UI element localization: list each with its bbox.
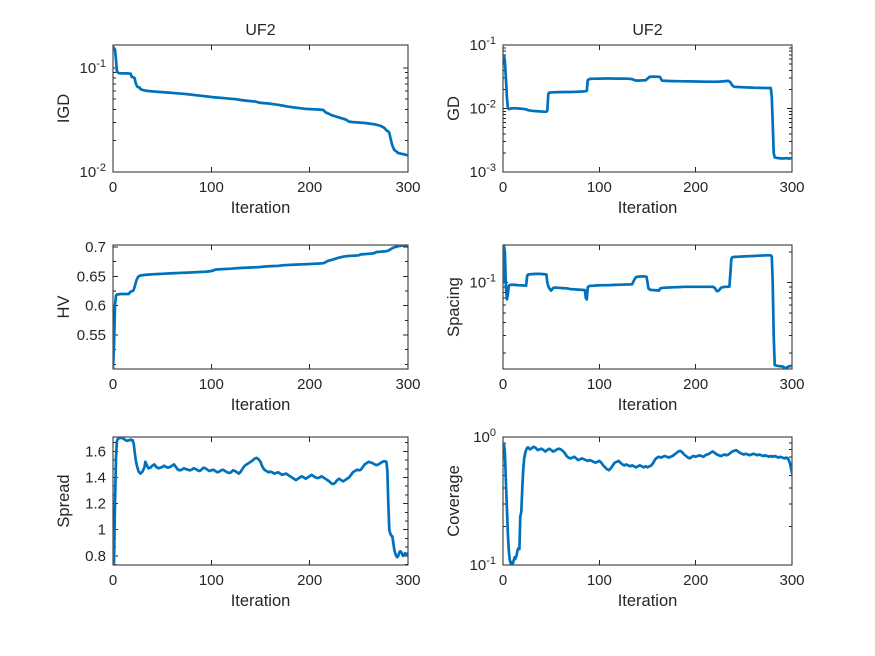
y-axis-label: Coverage	[445, 465, 463, 537]
axis-labels: 0 100 200 300 10-1 10-2 UF2 Iteration IGD	[55, 22, 421, 217]
series-line-spread	[113, 437, 408, 565]
x-tick-label: 300	[395, 572, 420, 589]
x-tick-label: 200	[297, 572, 322, 589]
y-axis-label: Spacing	[445, 277, 463, 337]
x-tick-label: 100	[199, 376, 224, 393]
axis-labels: 0 100 200 300 10-1 10-2 10-3 UF2 Iteration GD	[445, 22, 805, 217]
x-tick-label: 100	[587, 376, 612, 393]
y-tick-label: 10-1	[470, 272, 496, 291]
chart-title-igd: UF2	[245, 22, 275, 39]
x-tick-label: 200	[683, 376, 708, 393]
y-tick-label: 0.6	[85, 298, 106, 315]
x-tick-label: 300	[395, 179, 420, 196]
series-line-spacing	[503, 245, 792, 369]
chart-gd: 0 100 200 300 10-1 10-2 10-3 UF2 Iteration GD	[445, 22, 805, 217]
x-tick-label: 100	[199, 572, 224, 589]
chart-coverage: 0 100 200 300 100 10-1 Iteration Coverage	[445, 427, 805, 610]
chart-title-gd: UF2	[632, 22, 662, 39]
x-tick-label: 300	[779, 179, 804, 196]
y-tick-label: 1.6	[85, 443, 106, 460]
x-axis-label: Iteration	[618, 396, 678, 414]
x-tick-label: 0	[499, 572, 507, 589]
x-tick-label: 100	[587, 179, 612, 196]
series-line-hv	[113, 245, 408, 369]
axes-box	[502, 244, 793, 370]
y-axis-label: Spread	[55, 474, 73, 527]
chart-igd: 0 100 200 300 10-1 10-2 UF2 Iteration IGD	[55, 22, 421, 217]
axis-labels: 0 100 200 300 100 10-1 Iteration Coverage	[445, 427, 805, 610]
x-axis-label: Iteration	[231, 396, 291, 414]
x-tick-label: 300	[779, 376, 804, 393]
chart-spacing: 0 100 200 300 10-1 Iteration Spacing	[445, 244, 805, 414]
x-tick-label: 200	[683, 572, 708, 589]
y-tick-label: 0.55	[77, 327, 106, 344]
y-tick-label: 1.4	[85, 469, 106, 486]
x-tick-label: 200	[297, 179, 322, 196]
axes-box	[112, 244, 409, 370]
chart-spread: 0 100 200 300 1.6 1.4 1.2 1 0.8 Iteration Spread	[55, 436, 421, 610]
x-tick-label: 300	[779, 572, 804, 589]
y-tick-label: 0.8	[85, 548, 106, 565]
x-tick-label: 100	[587, 572, 612, 589]
y-tick-label: 10-2	[470, 99, 496, 118]
x-tick-label: 300	[395, 376, 420, 393]
x-tick-label: 0	[109, 179, 117, 196]
x-tick-label: 200	[683, 179, 708, 196]
y-tick-label: 10-1	[470, 555, 496, 574]
series-line-igd	[113, 45, 408, 157]
x-tick-label: 0	[499, 376, 507, 393]
axes-box	[112, 436, 409, 566]
x-tick-label: 200	[297, 376, 322, 393]
y-tick-label: 10-3	[470, 162, 496, 181]
y-tick-label: 0.7	[85, 239, 106, 256]
x-tick-label: 0	[109, 572, 117, 589]
y-tick-label: 10-1	[470, 35, 496, 54]
y-axis-label: GD	[445, 96, 463, 121]
y-tick-label: 10-2	[80, 162, 106, 181]
x-tick-label: 100	[199, 179, 224, 196]
axis-labels: 0 100 200 300 10-1 Iteration Spacing	[445, 272, 805, 414]
y-tick-label: 100	[473, 427, 496, 446]
y-tick-label: 10-1	[80, 58, 106, 77]
y-axis-label: HV	[55, 296, 73, 319]
y-axis-label: IGD	[55, 94, 73, 123]
axis-labels: 0 100 200 300 1.6 1.4 1.2 1 0.8 Iteration Spread	[55, 443, 421, 610]
x-axis-label: Iteration	[231, 199, 291, 217]
axes-box	[112, 44, 409, 173]
series-line-gd	[503, 54, 792, 160]
x-tick-label: 0	[109, 376, 117, 393]
x-axis-label: Iteration	[618, 592, 678, 610]
chart-hv: 0 100 200 300 0.7 0.65 0.6 0.55 Iteration HV	[55, 239, 421, 414]
x-axis-label: Iteration	[618, 199, 678, 217]
y-tick-label: 0.65	[77, 268, 106, 285]
y-tick-label: 1.2	[85, 496, 106, 513]
x-tick-label: 0	[499, 179, 507, 196]
axis-labels: 0 100 200 300 0.7 0.65 0.6 0.55 Iteration HV	[55, 239, 421, 414]
series-line-coverage	[503, 442, 792, 565]
x-axis-label: Iteration	[231, 592, 291, 610]
y-tick-label: 1	[98, 522, 106, 539]
